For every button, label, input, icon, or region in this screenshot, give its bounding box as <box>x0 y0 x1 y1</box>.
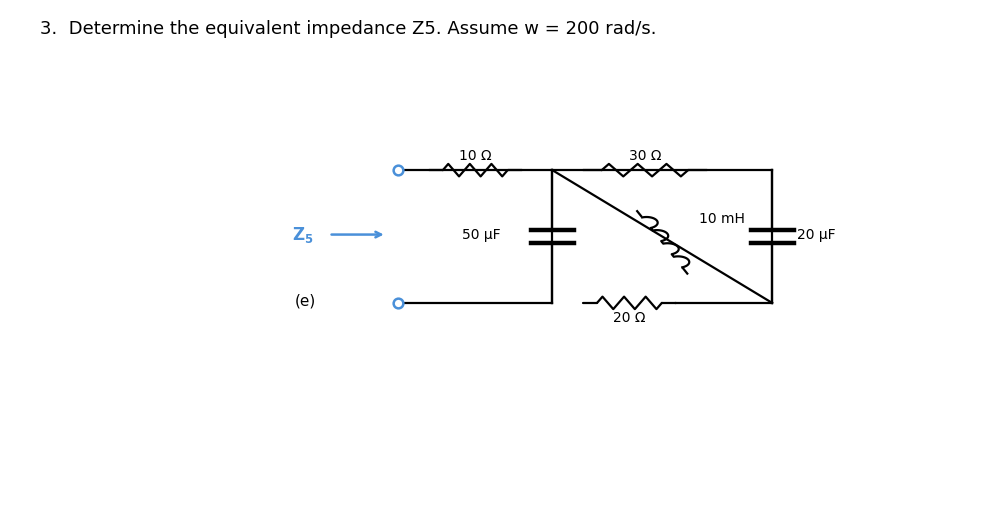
Text: 20 Ω: 20 Ω <box>612 311 645 325</box>
Text: 20 μF: 20 μF <box>796 228 835 241</box>
Text: 50 μF: 50 μF <box>461 228 500 241</box>
Text: 30 Ω: 30 Ω <box>628 150 660 163</box>
Text: 10 mH: 10 mH <box>698 212 744 226</box>
Text: 3.  Determine the equivalent impedance Z5. Assume w = 200 rad/s.: 3. Determine the equivalent impedance Z5… <box>40 20 656 39</box>
Text: (e): (e) <box>294 294 316 308</box>
Text: 10 Ω: 10 Ω <box>458 150 491 163</box>
Text: $\mathbf{Z_5}$: $\mathbf{Z_5}$ <box>291 225 313 244</box>
